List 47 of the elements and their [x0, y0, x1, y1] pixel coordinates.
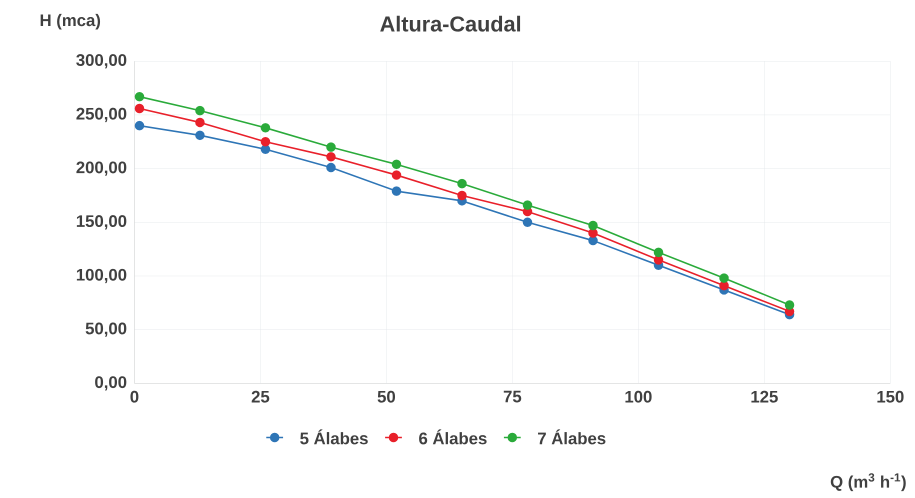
x-tick-label: 100: [625, 390, 652, 403]
y-tick-label: 100,00: [76, 268, 126, 284]
y-tick-label: 50,00: [86, 322, 126, 337]
point: [260, 144, 270, 154]
point: [719, 273, 729, 283]
legend-label: 7 Álabes: [538, 429, 606, 444]
y-tick-label: 300,00: [76, 54, 126, 68]
point: [326, 142, 336, 152]
x-tick-label: 125: [751, 390, 778, 403]
point: [784, 300, 794, 310]
y-axis-title: H (mca): [40, 14, 100, 30]
point: [719, 280, 729, 290]
x-tick-label: 150: [877, 390, 904, 403]
point: [392, 160, 402, 170]
legend-label: 5 Álabes: [300, 429, 368, 444]
point: [392, 186, 402, 196]
x-axis-title: Q (m$^{3}$ h$^{-1}$): [830, 473, 906, 492]
point: [588, 236, 598, 246]
point: [195, 130, 205, 140]
point: [392, 170, 402, 180]
y-tick-label: 250,00: [76, 108, 126, 122]
y-tick-label: 200,00: [76, 161, 126, 176]
point: [457, 190, 467, 200]
point: [195, 106, 205, 116]
point: [654, 255, 664, 265]
point: [522, 218, 532, 228]
chart-title: Altura-Caudal: [380, 16, 520, 32]
point: [260, 123, 270, 133]
point: [654, 248, 664, 258]
point: [588, 228, 598, 238]
point: [522, 200, 532, 210]
point: [588, 220, 598, 230]
point: [326, 152, 336, 162]
x-tick-label: 25: [252, 390, 270, 403]
y-tick-label: 0,00: [95, 376, 126, 391]
x-tick-label: 75: [504, 390, 522, 402]
point: [260, 137, 270, 147]
point: [195, 118, 205, 128]
point: [326, 162, 336, 172]
point: [134, 92, 144, 102]
point: [134, 120, 144, 130]
point: [457, 178, 467, 188]
y-tick-label: 150,00: [76, 215, 126, 230]
point: [134, 104, 144, 114]
x-tick-label: 0: [130, 390, 138, 403]
x-tick-label: 50: [378, 390, 396, 403]
legend-label: 6 Álabes: [419, 429, 487, 444]
